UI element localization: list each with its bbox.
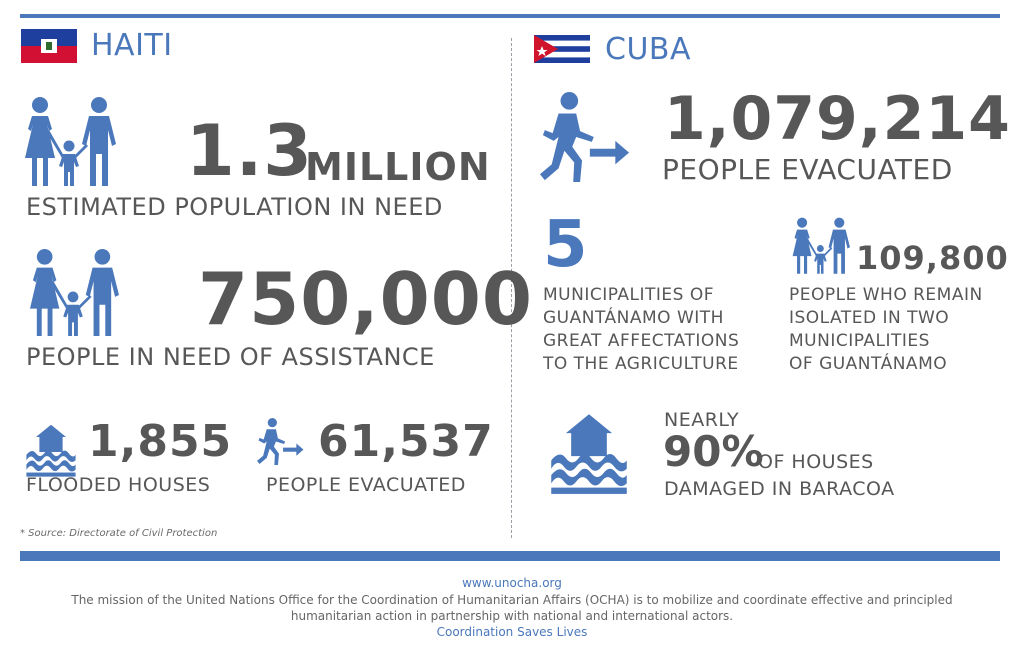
cuba-houses-suffix: OF HOUSES bbox=[758, 451, 874, 473]
haiti-flooded-value: 1,855 bbox=[88, 416, 233, 467]
haiti-flooded-label: FLOODED HOUSES bbox=[26, 474, 211, 496]
footer-tagline: Coordination Saves Lives bbox=[436, 625, 588, 639]
footer-url-link[interactable]: www.unocha.org bbox=[462, 576, 562, 590]
label-line: TO THE AGRICULTURE bbox=[543, 354, 739, 374]
haiti-evacuated-value: 61,537 bbox=[318, 416, 494, 467]
haiti-population-value: 1.3 bbox=[186, 110, 314, 192]
label-line: OF GUANTÁNAMO bbox=[789, 354, 948, 374]
family-icon bbox=[29, 248, 120, 337]
cuba-isolated-value: 109,800 bbox=[856, 239, 1009, 277]
label-line: GUANTÁNAMO WITH bbox=[543, 308, 724, 328]
label-line: ISOLATED IN TWO bbox=[789, 308, 950, 328]
haiti-population-label: ESTIMATED POPULATION IN NEED bbox=[26, 193, 443, 221]
cuba-isolated-label: PEOPLE WHO REMAIN ISOLATED IN TWO MUNICI… bbox=[789, 284, 983, 376]
family-icon bbox=[792, 217, 850, 274]
haiti-evacuated-label: PEOPLE EVACUATED bbox=[266, 474, 466, 496]
bottom-rule bbox=[20, 551, 1000, 561]
cuba-houses-value: 90% bbox=[663, 427, 764, 476]
haiti-assistance-value: 750,000 bbox=[198, 257, 533, 341]
cuba-municipalities-value: 5 bbox=[543, 208, 588, 282]
label-line: MUNICIPALITIES bbox=[789, 331, 930, 351]
label-line: MUNICIPALITIES OF bbox=[543, 285, 714, 305]
haiti-country-name: HAITI bbox=[91, 28, 173, 63]
flooded-house-icon bbox=[551, 414, 627, 494]
source-note: * Source: Directorate of Civil Protectio… bbox=[20, 528, 218, 539]
evacuation-icon bbox=[539, 92, 630, 183]
column-divider bbox=[511, 38, 512, 538]
cuba-flag-icon bbox=[534, 35, 590, 63]
top-rule bbox=[20, 14, 1000, 18]
family-icon bbox=[25, 97, 116, 186]
cuba-country-name: CUBA bbox=[605, 32, 692, 67]
haiti-assistance-label: PEOPLE IN NEED OF ASSISTANCE bbox=[26, 343, 435, 371]
label-line: PEOPLE WHO REMAIN bbox=[789, 285, 983, 305]
cuba-municipalities-label: MUNICIPALITIES OF GUANTÁNAMO WITH GREAT … bbox=[543, 284, 739, 376]
haiti-population-unit: MILLION bbox=[305, 145, 491, 189]
cuba-houses-prefix: NEARLY bbox=[664, 409, 740, 431]
evacuation-icon bbox=[257, 418, 304, 465]
cuba-houses-label: DAMAGED IN BARACOA bbox=[664, 478, 895, 500]
haiti-flag-icon bbox=[21, 29, 77, 63]
label-line: GREAT AFFECTATIONS bbox=[543, 331, 740, 351]
cuba-evacuated-value: 1,079,214 bbox=[664, 84, 1011, 154]
cuba-evacuated-label: PEOPLE EVACUATED bbox=[662, 153, 953, 186]
flooded-house-icon bbox=[26, 424, 76, 477]
footer-mission-line: The mission of the United Nations Office… bbox=[71, 593, 953, 607]
footer-mission-line: humanitarian action in partnership with … bbox=[290, 609, 734, 623]
